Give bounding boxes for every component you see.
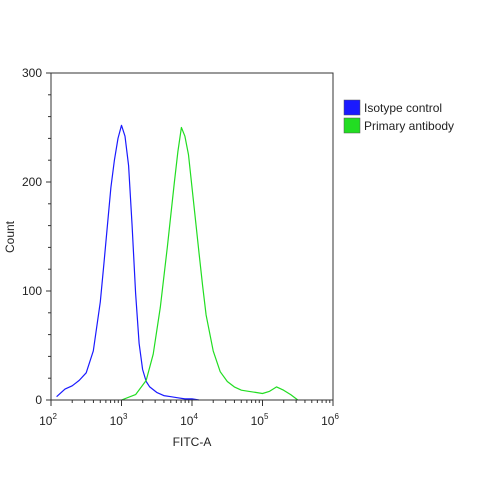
legend-label-2: Primary antibody <box>364 119 454 133</box>
x-tick-label: 102 <box>39 412 57 428</box>
y-axis: 0 100 200 300 <box>22 66 51 407</box>
series-layer <box>56 124 299 401</box>
series-line-1 <box>56 124 200 401</box>
legend-swatch-2 <box>343 117 361 134</box>
y-tick-label: 100 <box>22 284 42 298</box>
legend: Isotype control Primary antibody <box>343 99 454 134</box>
y-axis-label: Count <box>3 220 17 253</box>
legend-label-1: Isotype control <box>364 101 442 115</box>
x-axis: 102 103 104 105 106 <box>39 400 339 428</box>
y-tick-label: 300 <box>22 66 42 80</box>
legend-swatch-1 <box>343 99 361 116</box>
x-tick-label: 103 <box>110 412 128 428</box>
y-tick-label: 0 <box>35 393 42 407</box>
y-tick-label: 200 <box>22 175 42 189</box>
x-axis-label: FITC-A <box>173 435 212 449</box>
x-tick-label: 104 <box>180 412 198 428</box>
series-line-2 <box>121 126 299 401</box>
x-tick-label: 105 <box>251 412 269 428</box>
x-tick-label: 106 <box>321 412 339 428</box>
